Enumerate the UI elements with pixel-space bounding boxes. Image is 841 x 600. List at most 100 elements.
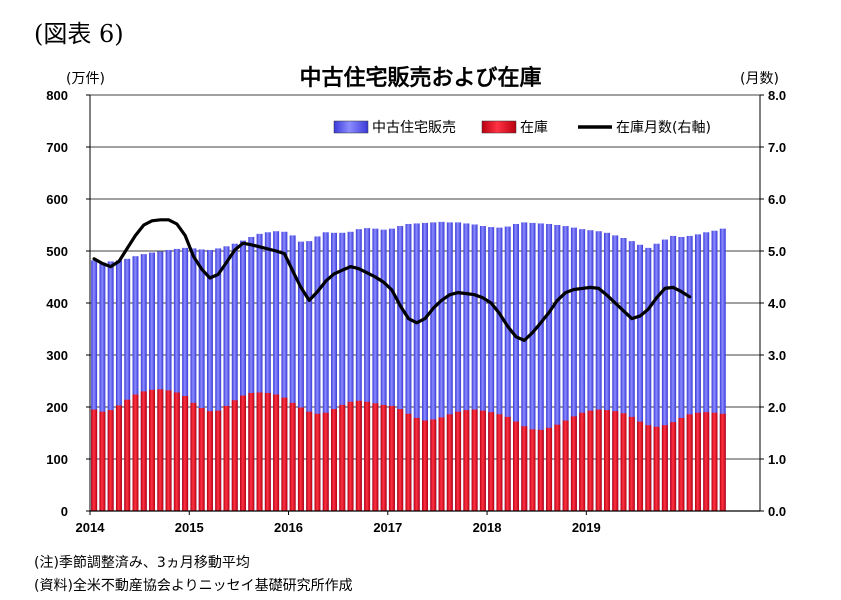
inventory-bar bbox=[670, 422, 677, 511]
inventory-bar bbox=[496, 414, 503, 511]
inventory-bar bbox=[603, 410, 610, 511]
inventory-bar bbox=[364, 401, 371, 511]
inventory-bar bbox=[107, 410, 114, 511]
inventory-bar bbox=[215, 410, 222, 511]
left-tick-label: 200 bbox=[46, 400, 68, 415]
sales-bar bbox=[579, 229, 586, 511]
x-tick-label: 2018 bbox=[473, 520, 502, 535]
inventory-bar bbox=[372, 403, 379, 511]
inventory-bar bbox=[240, 395, 247, 511]
legend-swatch bbox=[333, 120, 369, 134]
x-tick-label: 2016 bbox=[274, 520, 303, 535]
left-tick-label: 600 bbox=[46, 192, 68, 207]
sales-bar bbox=[678, 236, 685, 511]
sales-bar bbox=[273, 231, 280, 512]
inventory-bar bbox=[463, 410, 470, 511]
sales-bar bbox=[554, 225, 561, 511]
inventory-bar bbox=[190, 402, 197, 511]
sales-bar bbox=[645, 247, 652, 511]
inventory-bar bbox=[711, 412, 718, 511]
legend: 中古住宅販売 在庫 在庫月数(右軸) bbox=[333, 119, 711, 136]
x-tick-label: 2014 bbox=[76, 520, 106, 535]
inventory-bar bbox=[513, 421, 519, 511]
right-tick-label: 7.0 bbox=[768, 140, 786, 155]
sales-bar bbox=[248, 236, 255, 511]
inventory-bar bbox=[281, 397, 288, 511]
sales-bar bbox=[471, 224, 478, 512]
inventory-bar bbox=[628, 416, 635, 511]
sales-bar bbox=[422, 222, 428, 512]
inventory-bar bbox=[182, 396, 189, 511]
inventory-bar bbox=[479, 410, 486, 511]
sales-bar bbox=[388, 228, 395, 511]
sales-bar bbox=[314, 236, 321, 511]
inventory-bar bbox=[397, 409, 404, 511]
inventory-bar bbox=[405, 413, 412, 511]
sales-bar bbox=[637, 244, 644, 511]
sales-bar bbox=[562, 226, 569, 512]
sales-bar bbox=[670, 235, 677, 512]
inventory-bar bbox=[347, 401, 354, 511]
sales-bar bbox=[322, 232, 329, 511]
sales-bar bbox=[149, 252, 156, 511]
sales-bar bbox=[107, 261, 114, 511]
inventory-bar bbox=[314, 413, 321, 511]
sales-bar bbox=[488, 227, 495, 511]
sales-bar bbox=[694, 234, 701, 512]
inventory-bar bbox=[678, 417, 685, 511]
right-axis-unit: (月数) bbox=[740, 71, 779, 87]
inventory-bar bbox=[339, 404, 346, 511]
note-source: (資料)全米不動産協会よりニッセイ基礎研究所作成 bbox=[34, 578, 353, 594]
inventory-bar bbox=[521, 426, 528, 511]
sales-bar bbox=[719, 228, 726, 511]
left-tick-label: 700 bbox=[46, 140, 68, 155]
inventory-bar bbox=[422, 420, 428, 511]
legend-label: 中古住宅販売 bbox=[372, 120, 456, 136]
sales-bar bbox=[479, 226, 486, 512]
sales-bar bbox=[620, 238, 627, 511]
inventory-bar bbox=[430, 419, 437, 511]
sales-bar bbox=[521, 222, 528, 511]
bars bbox=[91, 221, 726, 512]
x-tick-label: 2015 bbox=[175, 520, 204, 535]
inventory-bar bbox=[223, 405, 230, 511]
inventory-bar bbox=[306, 411, 313, 511]
sales-bar bbox=[99, 262, 106, 511]
inventory-bar bbox=[388, 405, 395, 511]
inventory-bar bbox=[99, 411, 106, 511]
sales-bar bbox=[595, 231, 602, 512]
sales-bar bbox=[455, 222, 462, 511]
sales-bar bbox=[446, 222, 453, 511]
left-tick-label: 500 bbox=[46, 244, 68, 259]
inventory-bar bbox=[256, 392, 263, 511]
left-tick-label: 400 bbox=[46, 296, 68, 311]
left-tick-label: 100 bbox=[46, 452, 68, 467]
right-tick-label: 4.0 bbox=[768, 296, 786, 311]
inventory-bar bbox=[537, 429, 544, 511]
inventory-bar bbox=[115, 405, 122, 511]
right-tick-label: 0.0 bbox=[768, 504, 786, 519]
right-tick-label: 8.0 bbox=[768, 88, 786, 103]
inventory-bar bbox=[587, 410, 594, 511]
right-tick-label: 5.0 bbox=[768, 244, 786, 259]
sales-bar bbox=[182, 247, 189, 511]
sales-bar bbox=[653, 243, 660, 511]
sales-bar bbox=[504, 226, 511, 511]
inventory-bar bbox=[471, 409, 478, 511]
sales-bar bbox=[711, 230, 718, 511]
left-tick-label: 800 bbox=[46, 88, 68, 103]
sales-bar bbox=[115, 260, 122, 511]
sales-bar bbox=[628, 241, 635, 511]
inventory-bar bbox=[297, 407, 304, 511]
sales-bar bbox=[405, 223, 412, 511]
inventory-bar bbox=[653, 426, 660, 511]
sales-bar bbox=[587, 230, 594, 511]
inventory-bar bbox=[413, 417, 420, 511]
sales-bar bbox=[612, 235, 619, 511]
inventory-bar bbox=[157, 389, 164, 511]
sales-bar bbox=[297, 241, 304, 511]
inventory-bar bbox=[248, 392, 255, 511]
right-tick-label: 2.0 bbox=[768, 400, 786, 415]
inventory-bar bbox=[124, 399, 131, 511]
sales-bar bbox=[347, 231, 354, 511]
